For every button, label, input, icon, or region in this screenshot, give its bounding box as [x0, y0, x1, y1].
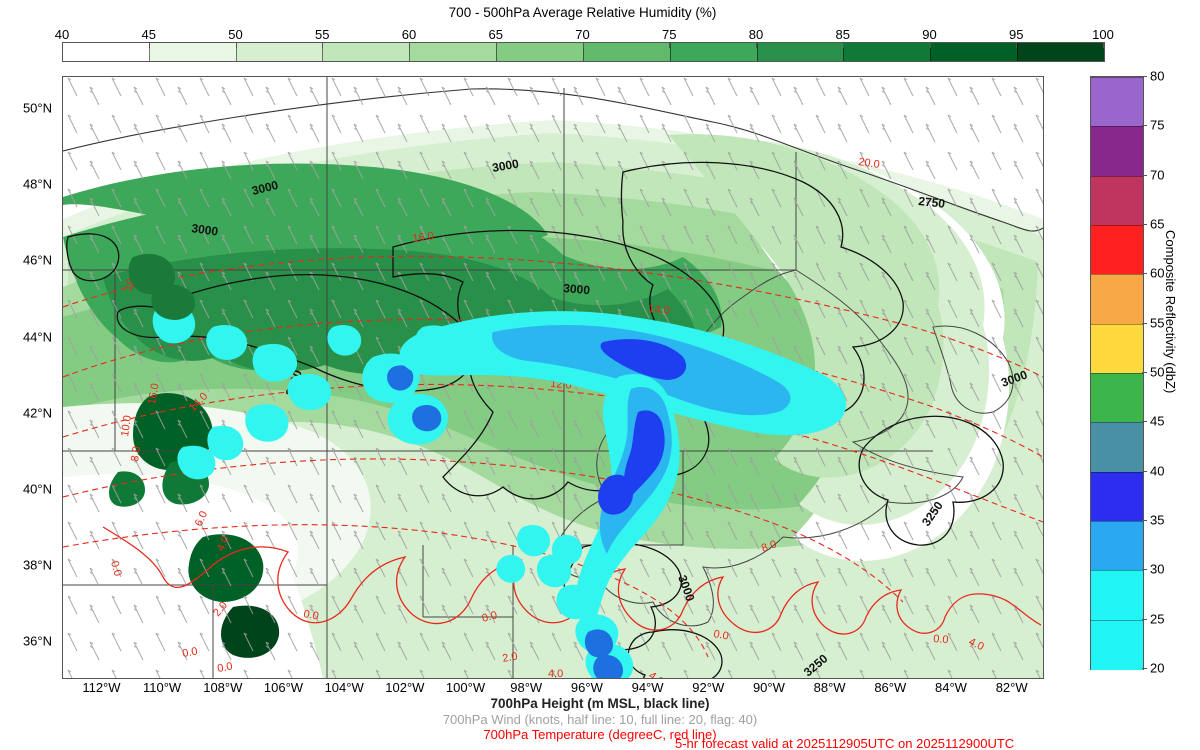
svg-text:14.0: 14.0	[648, 303, 670, 317]
svg-text:4.0: 4.0	[548, 668, 563, 678]
svg-text:8.0: 8.0	[129, 446, 143, 463]
svg-text:3000: 3000	[563, 281, 591, 297]
svg-text:0.0: 0.0	[933, 633, 949, 646]
svg-text:2750: 2750	[918, 194, 946, 211]
